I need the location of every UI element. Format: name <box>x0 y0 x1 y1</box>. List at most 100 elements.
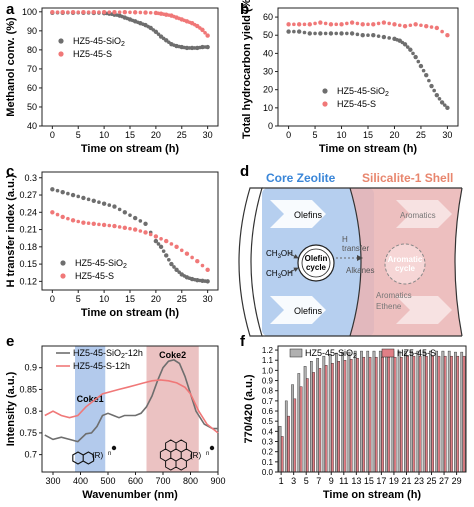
data-point-1 <box>55 212 60 217</box>
naphthalene-structure-icon <box>72 445 117 465</box>
legend-swatch-1 <box>381 348 395 358</box>
data-point-1 <box>366 22 370 27</box>
x-tick-label: 500 <box>100 476 115 486</box>
y-tick-label: 30 <box>263 67 273 77</box>
data-point-1 <box>143 10 148 15</box>
olefin-cycle-inner <box>301 248 331 278</box>
plot-frame <box>41 171 219 291</box>
data-point-0 <box>376 34 381 38</box>
y-tick-label: 0.8 <box>262 387 274 396</box>
h-transfer-label-1: H <box>342 235 348 244</box>
diagram-panel-d: Core Zeolite Silicalite-1 Shell Olefins … <box>238 171 463 337</box>
data-point-0 <box>302 30 307 35</box>
bar-sio2 <box>447 350 451 473</box>
legend-swatch-1 <box>322 101 328 107</box>
bar-sio2 <box>410 350 413 473</box>
data-point-0 <box>50 187 55 192</box>
data-point-0 <box>432 88 436 93</box>
data-point-0 <box>138 219 143 223</box>
x-tick-label: 3 <box>291 476 296 486</box>
chevron-top-left <box>270 200 326 228</box>
bar-s <box>418 355 422 473</box>
data-point-0 <box>371 33 376 38</box>
radical-dot <box>209 445 215 451</box>
data-point-0 <box>55 188 60 193</box>
x-tick-label: 700 <box>155 476 170 486</box>
highlight-band-0 <box>75 346 106 472</box>
legend-subscript: 2 <box>121 41 125 48</box>
y-tick-label: 10 <box>263 103 273 113</box>
y-tick-label: 0.7 <box>24 450 37 460</box>
data-point-1 <box>101 9 107 15</box>
data-point-0 <box>117 207 122 212</box>
data-point-0 <box>156 32 161 36</box>
chevron-top-right <box>396 200 452 228</box>
y-tick-label: 0.2 <box>262 448 274 457</box>
data-point-1 <box>387 21 391 26</box>
plot-frame <box>277 345 467 473</box>
x-tick-label: 10 <box>99 294 109 304</box>
data-point-1 <box>200 263 205 268</box>
data-point-0 <box>60 189 65 195</box>
y-tick-label: 80 <box>27 45 37 55</box>
legend-label-1: HZ5-45-S <box>75 271 114 281</box>
data-point-1 <box>177 16 181 21</box>
x-tick-label: 21 <box>401 476 411 486</box>
bar-s <box>374 356 378 473</box>
legend-label-1: HZ5-45-S-12h <box>73 361 130 371</box>
y-tick-label: 70 <box>27 64 37 74</box>
legend-swatch-0 <box>60 260 66 266</box>
x-tick-label: 600 <box>128 476 143 486</box>
chart-panel-e: Coke1 Coke2 300 400 500 600 700 800 900 0.7 0.75 0.… <box>5 345 226 501</box>
chart-panel-f: 1 3 5 7 9 11 13 15 17 19 21 23 25 27 290.00.10.20.30.4… <box>243 345 467 501</box>
hexagon-ring <box>72 451 95 465</box>
data-point-0 <box>158 244 164 250</box>
y-tick-label: 0.24 <box>19 207 37 217</box>
data-point-0 <box>198 45 202 50</box>
data-point-1 <box>148 232 153 237</box>
data-point-1 <box>76 219 81 224</box>
bar-s <box>324 365 328 473</box>
legend-label-0: HZ5-45-SiO2 <box>73 36 125 48</box>
data-point-0 <box>318 31 323 36</box>
bar-s <box>443 355 447 473</box>
methanol-arrow-top <box>287 252 299 259</box>
y-tick-label: 0.9 <box>24 363 37 373</box>
bar-sio2 <box>335 352 338 473</box>
data-point-1 <box>429 25 434 29</box>
data-point-0 <box>366 33 370 38</box>
bar-s <box>312 372 315 473</box>
data-point-0 <box>437 96 442 101</box>
data-point-1 <box>60 9 65 15</box>
bar-s <box>362 356 366 473</box>
data-point-0 <box>323 31 328 36</box>
data-point-1 <box>318 20 323 25</box>
olefin-cycle-label-2: cycle <box>306 263 327 272</box>
y-tick-label: 0.27 <box>19 190 37 200</box>
data-point-0 <box>169 261 174 267</box>
data-point-0 <box>203 45 207 49</box>
data-point-1 <box>307 22 312 27</box>
x-tick-label: 800 <box>183 476 198 486</box>
data-point-1 <box>179 248 184 253</box>
x-tick-label: 25 <box>177 130 187 140</box>
silicalite-shell-title: Silicalite-1 Shell <box>362 171 453 185</box>
chart-panel-b: 0 5 10 15 20 25 30 0 10 20 30 40 50 60 Time on stream … <box>241 0 459 155</box>
legend-suffix: -12h <box>125 348 143 358</box>
bar-sio2 <box>397 350 401 473</box>
data-point-1 <box>50 9 55 15</box>
data-point-0 <box>112 204 117 209</box>
y-tick-label: 0.75 <box>19 428 37 438</box>
data-point-0 <box>360 33 365 38</box>
data-point-0 <box>198 278 202 283</box>
bar-sio2 <box>441 350 445 473</box>
olefins-top-label: Olefins <box>294 210 323 220</box>
x-tick-label: 5 <box>304 476 309 486</box>
data-point-0 <box>286 29 291 34</box>
data-point-1 <box>148 10 153 15</box>
data-point-1 <box>187 20 192 25</box>
legend-swatch-0 <box>322 88 328 94</box>
y-tick-label: 40 <box>263 48 273 58</box>
chart-panel-a: 0 5 10 15 20 25 30 40 50 60 70 80 90 100 Time on strea… <box>5 7 219 155</box>
olefins-bottom-label: Olefins <box>294 306 323 316</box>
